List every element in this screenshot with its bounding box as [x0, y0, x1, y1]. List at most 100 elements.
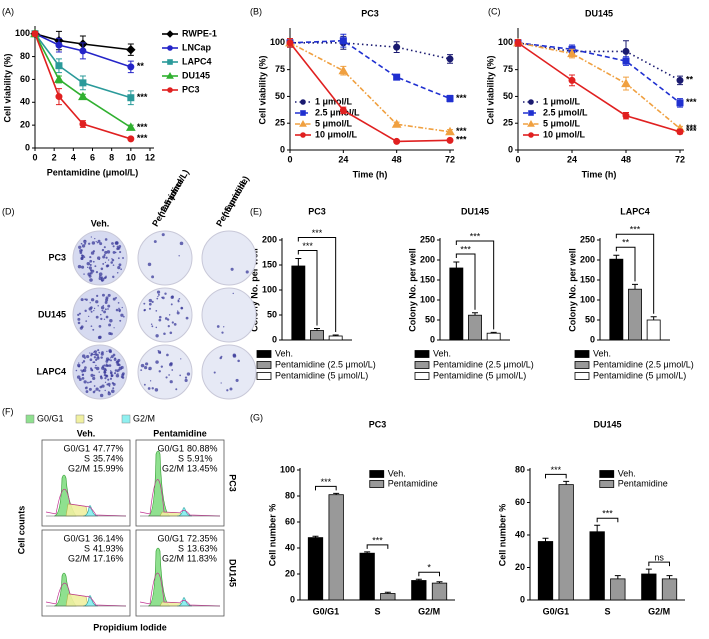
colony	[157, 350, 159, 352]
marker	[55, 62, 63, 70]
legend-label: Veh.	[433, 348, 451, 358]
colony	[107, 308, 109, 310]
colony	[144, 366, 148, 370]
colony	[109, 357, 112, 359]
marker	[55, 41, 63, 49]
y-tick-label: 75	[503, 64, 513, 74]
colony	[112, 264, 115, 266]
colony	[164, 317, 168, 320]
y-tick-label: 50	[425, 314, 435, 324]
colony	[93, 351, 95, 354]
colony	[155, 334, 159, 338]
colony	[106, 359, 109, 361]
x-tick-label: 0	[32, 152, 37, 162]
significance: ***	[302, 241, 313, 251]
colony	[75, 369, 78, 372]
colony	[163, 332, 166, 336]
legend-label: Veh.	[593, 348, 611, 358]
x-tick-label: 10	[126, 152, 136, 162]
colony	[171, 295, 174, 298]
colony	[116, 245, 119, 248]
colony	[112, 353, 116, 357]
colony	[89, 259, 93, 263]
y-tick-label: 25	[503, 118, 513, 128]
colony	[170, 303, 173, 306]
y-tick-label: 0	[508, 144, 513, 154]
marker	[300, 99, 306, 105]
colony	[99, 393, 104, 398]
colony	[145, 362, 149, 366]
y-axis-label: Cell viability (%)	[2, 53, 12, 122]
colony	[84, 366, 87, 369]
y-axis-label: Colony No. per well	[567, 248, 577, 332]
colony	[105, 315, 109, 319]
colony	[78, 378, 82, 382]
colony	[110, 355, 114, 359]
phase-value: 5.91%	[187, 453, 213, 463]
colony	[104, 250, 108, 255]
colony	[100, 267, 104, 271]
y-tick-label: 0	[520, 594, 525, 604]
colony	[93, 353, 96, 356]
colony	[78, 245, 82, 249]
marker	[167, 45, 173, 51]
colony	[151, 325, 154, 328]
colony	[77, 313, 80, 316]
colony	[114, 241, 119, 245]
colony	[229, 387, 233, 391]
panel-label: (G)	[250, 412, 263, 422]
plate	[201, 287, 257, 343]
colony	[90, 306, 93, 309]
x-tick-label: S	[604, 606, 610, 616]
significance: ***	[137, 92, 148, 102]
colony	[89, 352, 91, 354]
colony	[140, 363, 145, 368]
x-tick-label: 12	[145, 152, 155, 162]
phase-label: S	[84, 543, 90, 553]
y-tick-label: 20	[20, 120, 30, 130]
row-label: LAPC4	[36, 366, 66, 376]
colony	[81, 265, 85, 269]
colony	[84, 357, 86, 359]
marker	[446, 136, 454, 144]
significance-bracket	[297, 250, 318, 326]
significance: ns	[654, 553, 664, 563]
colony	[150, 323, 153, 325]
colony	[77, 264, 82, 269]
x-tick-label: 72	[675, 154, 685, 164]
marker	[55, 93, 63, 101]
colony	[95, 300, 99, 304]
colony	[114, 357, 116, 360]
colony	[80, 298, 84, 302]
column-label: Veh.	[91, 218, 110, 228]
legend-label: PC3	[182, 84, 200, 94]
colony	[98, 389, 101, 392]
colony	[90, 236, 93, 238]
colony	[104, 301, 108, 304]
marker	[528, 99, 534, 105]
colony	[118, 310, 121, 313]
colony	[105, 364, 108, 367]
significance-bracket	[297, 237, 337, 332]
colony	[155, 309, 158, 312]
bar	[380, 593, 396, 601]
colony	[89, 278, 93, 282]
x-axis-label: Propidium Iodide	[93, 622, 167, 632]
colony	[96, 353, 99, 357]
colony	[153, 240, 157, 244]
marker	[127, 63, 135, 71]
chart-title: DU145	[593, 419, 621, 429]
significance: ***	[686, 97, 697, 107]
colony	[103, 246, 106, 249]
colony	[89, 358, 93, 362]
phase-label: S	[84, 453, 90, 463]
marker	[79, 120, 87, 128]
colony	[110, 261, 113, 264]
g0g1-area	[147, 547, 171, 607]
colony	[89, 256, 92, 259]
significance: ***	[372, 535, 383, 545]
y-tick-label: 50	[585, 314, 595, 324]
colony	[143, 383, 146, 386]
colony	[167, 325, 170, 328]
colony	[164, 292, 167, 295]
